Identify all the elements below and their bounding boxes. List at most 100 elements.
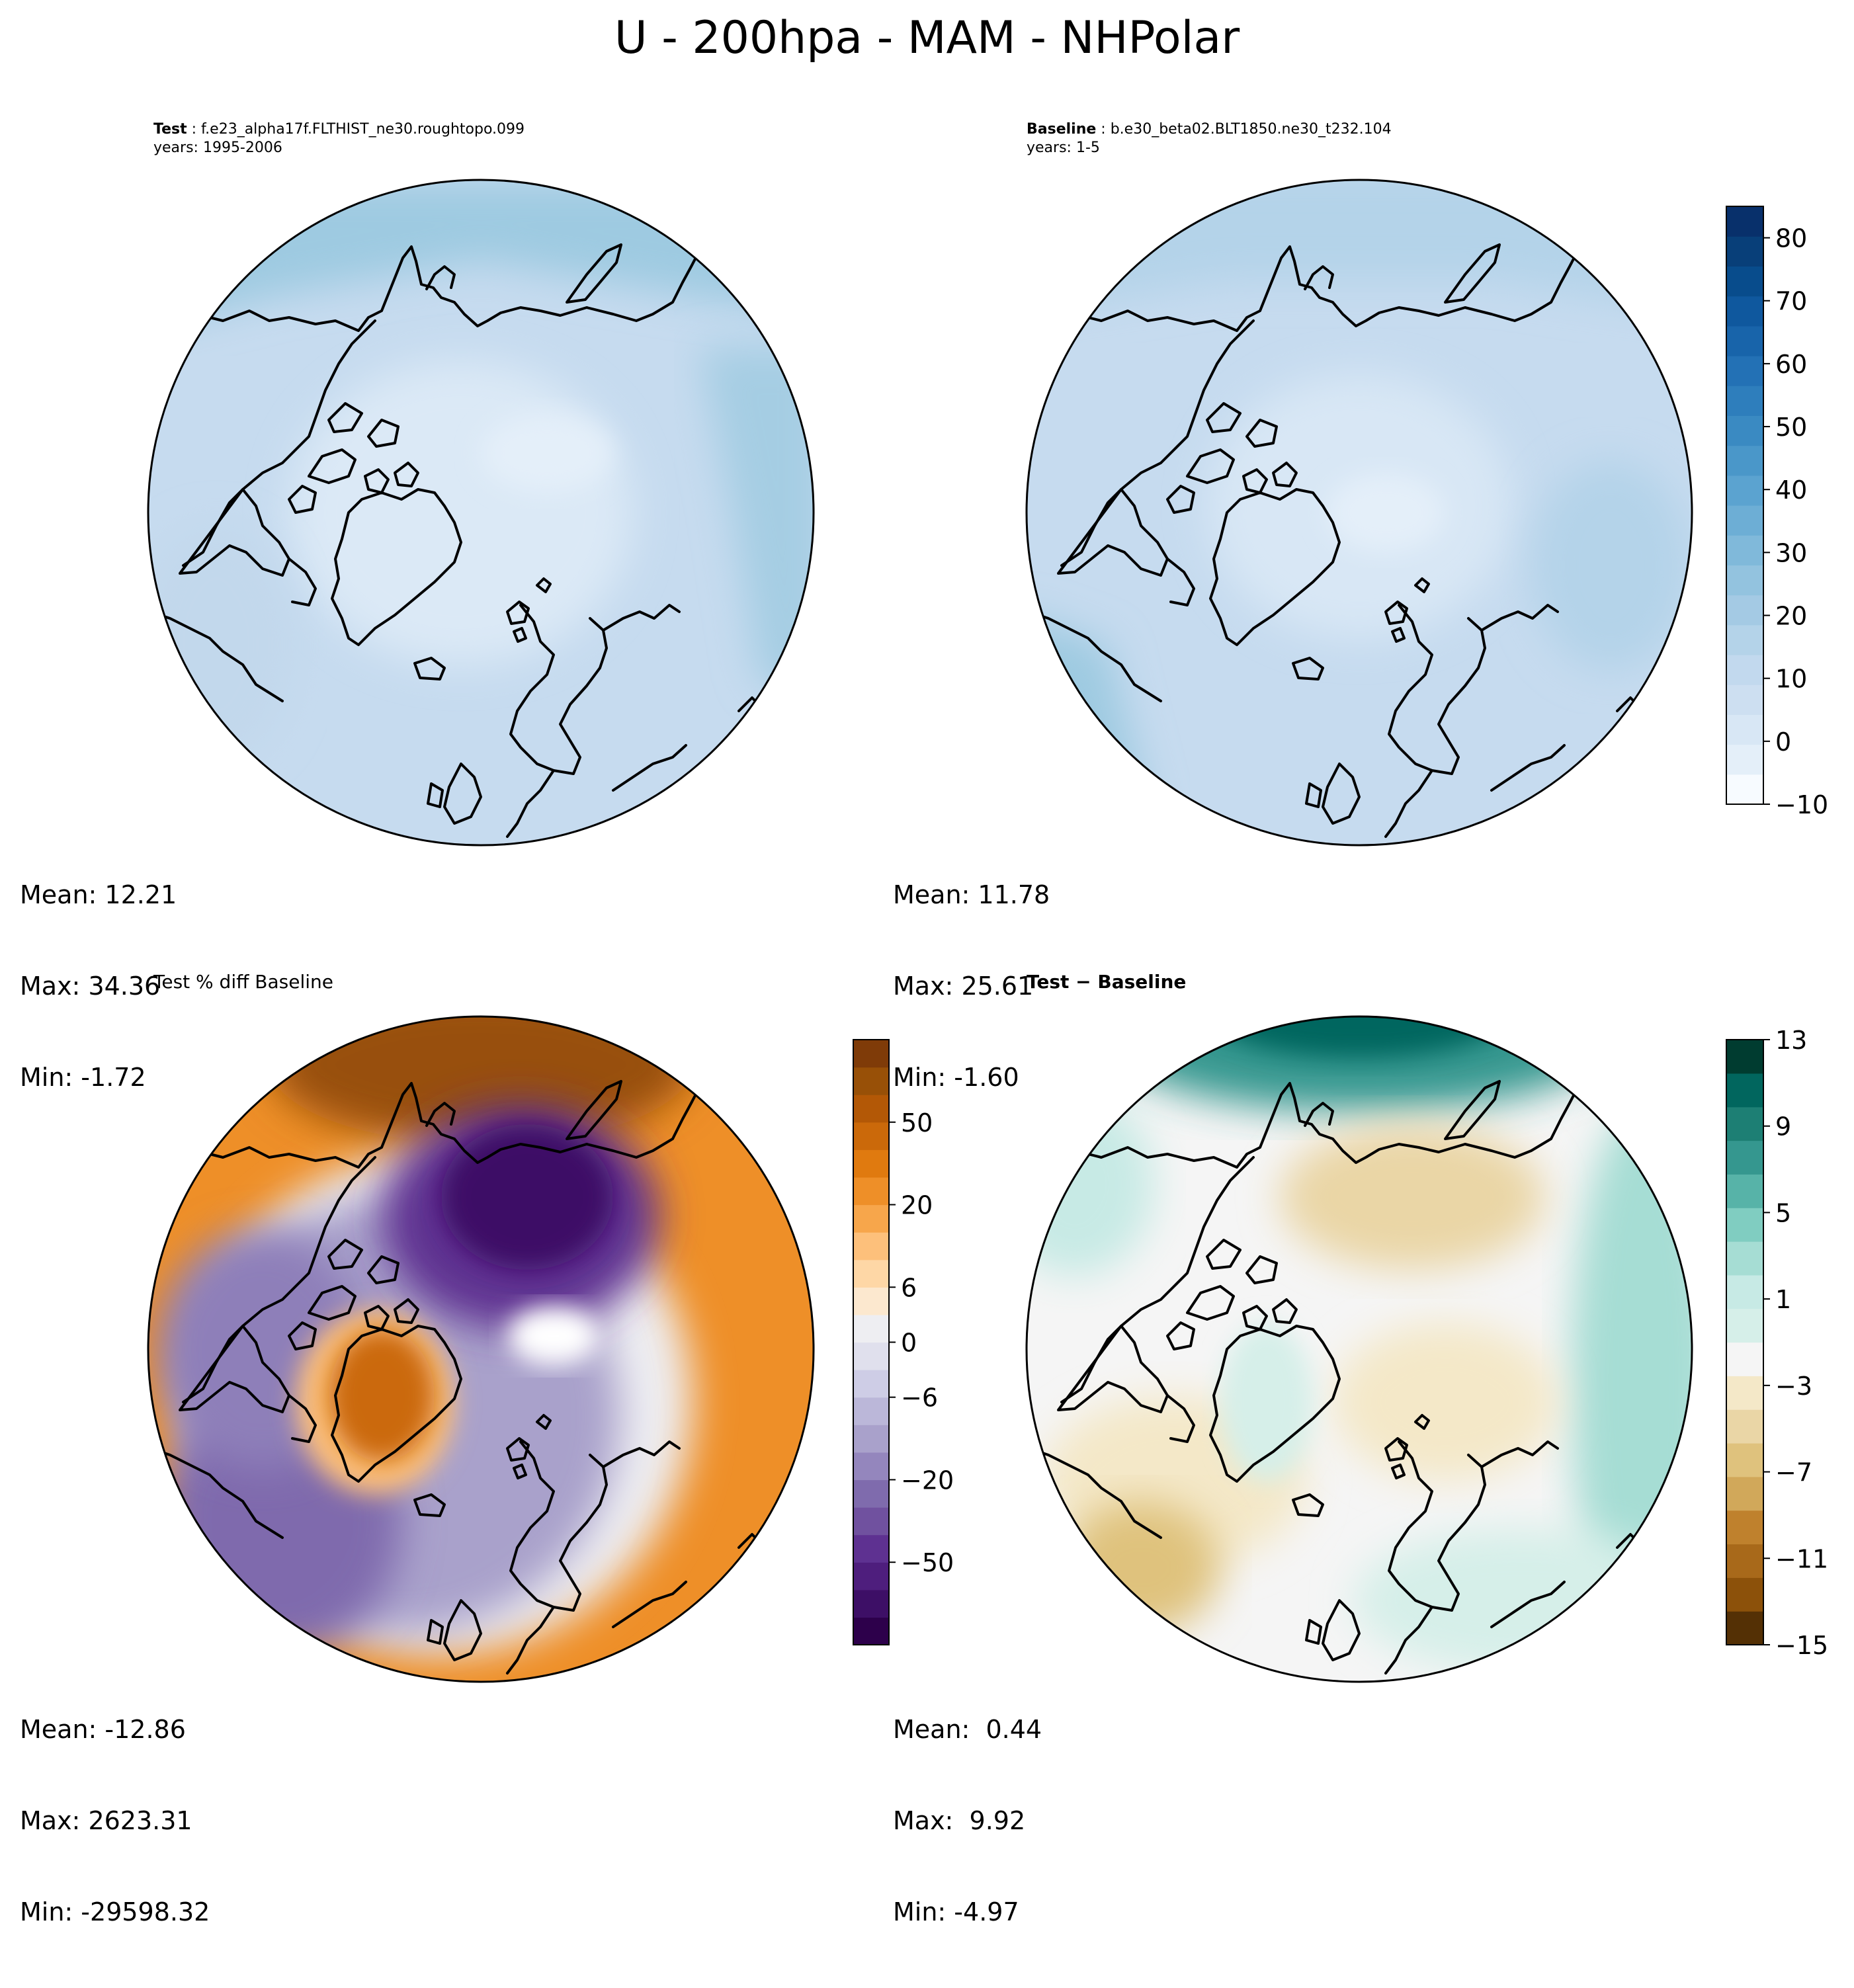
colorbar-main-segment	[1726, 714, 1763, 745]
baseline-panel-header: Baseline : b.e30_beta02.BLT1850.ne30_t23…	[1027, 121, 1392, 156]
colorbar-diff-segment	[1726, 1376, 1763, 1410]
colorbar-main-segment	[1726, 415, 1763, 446]
colorbar-main-tick-label: 70	[1775, 287, 1807, 316]
colorbar-pct-diff-segment	[853, 1287, 889, 1315]
colorbar-diff-tick-label: −3	[1775, 1372, 1812, 1401]
colorbar-diff-tick-label: 1	[1775, 1285, 1791, 1314]
colorbar-pct-diff-segment	[853, 1370, 889, 1398]
map-base-boundary	[1025, 179, 1693, 847]
colorbar-diff-tick-label: 9	[1775, 1112, 1791, 1141]
colorbar-main-segment	[1726, 505, 1763, 536]
map-pct-contour-region	[441, 1124, 613, 1270]
colorbar-diff-segment	[1726, 1140, 1763, 1175]
map-test-boundary	[147, 179, 815, 847]
colorbar-pct-diff-segment	[853, 1562, 889, 1591]
colorbar-main: 80 70 60 50 40 30 20 10 0 −10	[1726, 206, 1828, 819]
map-diff-contour-region	[1280, 1124, 1544, 1270]
colorbar-pct-diff-tick-label: 50	[901, 1108, 933, 1138]
colorbar-diff-segment	[1726, 1510, 1763, 1545]
figure: U - 200hpa - MAM - NHPolar Test : f.e23_…	[20, 12, 1828, 1926]
diff-max: Max: 9.92	[893, 1806, 1026, 1835]
colorbar-diff-segment	[1726, 1274, 1763, 1309]
map-pct-contour-region	[329, 1329, 435, 1462]
baseline-stats: Mean: 11.78 Max: 25.61 Min: -1.60	[893, 819, 1050, 1153]
colorbar-main-tick-label: −10	[1775, 790, 1828, 819]
baseline-years: years: 1-5	[1027, 140, 1100, 156]
colorbar-pct-diff-segment	[853, 1259, 889, 1288]
colorbar-diff-frame	[1726, 1039, 1764, 1645]
colorbar-diff: 13 9 5 1 −3 −7 −11 −15	[1726, 1026, 1828, 1660]
colorbar-pct-diff-segment	[853, 1204, 889, 1233]
colorbar-main-segment	[1726, 684, 1763, 715]
colorbar-diff-segment	[1726, 1611, 1763, 1645]
colorbar-pct-diff-segment	[853, 1534, 889, 1563]
pct-diff-mean: Mean: -12.86	[20, 1715, 186, 1744]
colorbar-main-segment	[1726, 744, 1763, 775]
map-diff-contour-region	[1062, 1501, 1220, 1634]
map-pct-boundary	[147, 1015, 815, 1683]
map-diff-contour-region	[1220, 1323, 1313, 1481]
colorbar-diff-segment	[1726, 1174, 1763, 1208]
colorbar-pct-diff-segment	[853, 1149, 889, 1178]
colorbars-layer: 80706050403020100−10502060−6−20−5013951−…	[853, 206, 1828, 1660]
colorbar-pct-diff-segment	[853, 1425, 889, 1453]
colorbar-pct-diff-segment	[853, 1122, 889, 1150]
colorbar-main-segment	[1726, 386, 1763, 416]
colorbar-main-segment	[1726, 356, 1763, 386]
test-label: Test	[153, 121, 187, 138]
test-stats: Mean: 12.21 Max: 34.36 Min: -1.72	[20, 819, 177, 1153]
map-test-field	[148, 180, 814, 845]
colorbar-pct-diff-segment	[853, 1617, 889, 1645]
colorbar-pct-diff-segment	[853, 1507, 889, 1536]
test-panel-header: Test : f.e23_alpha17f.FLTHIST_ne30.rough…	[153, 121, 525, 156]
colorbar-main-segment	[1726, 624, 1763, 655]
colorbar-main-segment	[1726, 475, 1763, 506]
colorbar-main-segment	[1726, 236, 1763, 267]
colorbar-diff-tick-label: 13	[1775, 1026, 1807, 1055]
map-base	[1025, 179, 1693, 847]
colorbar-diff-segment	[1726, 1577, 1763, 1612]
colorbar-main-tick-label: 10	[1775, 665, 1807, 694]
figure-title: U - 200hpa - MAM - NHPolar	[614, 12, 1240, 64]
colorbar-main-tick-label: 30	[1775, 538, 1807, 567]
colorbar-main-tick-label: 60	[1775, 350, 1807, 379]
map-test-contour-region	[699, 347, 814, 711]
colorbar-main-segment	[1726, 206, 1763, 237]
figure-graphics: 80706050403020100−10502060−6−20−5013951−…	[147, 179, 1828, 1683]
diff-title: Test − Baseline	[1027, 971, 1187, 993]
diff-title-baseline: Baseline	[1097, 971, 1187, 993]
map-diff-contour-region	[1353, 1528, 1692, 1673]
colorbar-pct-diff-segment	[853, 1177, 889, 1206]
colorbar-main-segment	[1726, 774, 1763, 805]
colorbar-diff-segment	[1726, 1409, 1763, 1444]
colorbar-diff-segment	[1726, 1342, 1763, 1376]
diff-min: Min: -4.97	[893, 1897, 1019, 1926]
map-pct	[147, 1015, 815, 1683]
baseline-label: Baseline	[1027, 121, 1097, 138]
baseline-mean: Mean: 11.78	[893, 880, 1050, 909]
map-diff-boundary	[1025, 1015, 1693, 1683]
map-test-contour-region	[289, 360, 633, 665]
colorbar-pct-diff-tick-label: −6	[901, 1384, 938, 1413]
colorbar-main-frame	[1726, 206, 1764, 805]
baseline-case-name: b.e30_beta02.BLT1850.ne30_t232.104	[1110, 121, 1392, 138]
colorbar-pct-diff-segment	[853, 1397, 889, 1425]
colorbar-main-tick-label: 20	[1775, 602, 1807, 631]
colorbar-pct-diff-segment	[853, 1040, 889, 1068]
colorbar-main-segment	[1726, 565, 1763, 596]
colorbar-main-segment	[1726, 445, 1763, 476]
colorbar-main-segment	[1726, 296, 1763, 327]
test-years: years: 1995-2006	[153, 140, 282, 156]
colorbar-pct-diff-tick-label: 20	[901, 1191, 933, 1220]
colorbar-pct-diff-tick-label: −20	[901, 1466, 954, 1495]
test-min: Min: -1.72	[20, 1063, 146, 1092]
test-mean: Mean: 12.21	[20, 880, 177, 909]
map-diff	[1025, 1015, 1693, 1683]
colorbar-diff-segment	[1726, 1073, 1763, 1108]
pct-diff-min: Min: -29598.32	[20, 1897, 210, 1926]
map-pct-contour-region	[507, 1306, 600, 1366]
colorbar-diff-segment	[1726, 1544, 1763, 1578]
colorbar-diff-segment	[1726, 1476, 1763, 1511]
colorbar-main-segment	[1726, 325, 1763, 356]
colorbar-diff-segment	[1726, 1208, 1763, 1242]
